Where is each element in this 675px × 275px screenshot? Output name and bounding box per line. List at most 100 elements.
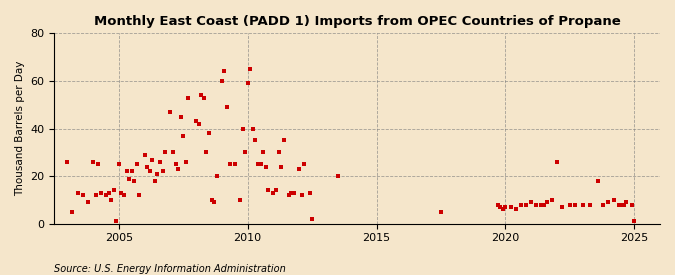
Point bbox=[273, 150, 284, 155]
Point bbox=[201, 150, 212, 155]
Point bbox=[614, 202, 624, 207]
Point bbox=[435, 210, 446, 214]
Point bbox=[134, 193, 145, 197]
Point bbox=[217, 79, 227, 83]
Point bbox=[289, 191, 300, 195]
Title: Monthly East Coast (PADD 1) Imports from OPEC Countries of Propane: Monthly East Coast (PADD 1) Imports from… bbox=[94, 15, 620, 28]
Point bbox=[209, 200, 219, 205]
Point bbox=[160, 150, 171, 155]
Point bbox=[116, 191, 127, 195]
Point bbox=[211, 174, 222, 178]
Text: Source: U.S. Energy Information Administration: Source: U.S. Energy Information Administ… bbox=[54, 264, 286, 274]
Point bbox=[598, 202, 609, 207]
Point bbox=[101, 193, 111, 197]
Point bbox=[306, 217, 317, 221]
Point bbox=[198, 95, 209, 100]
Point bbox=[196, 93, 207, 97]
Point bbox=[191, 119, 202, 124]
Point bbox=[304, 191, 315, 195]
Point bbox=[536, 202, 547, 207]
Point bbox=[142, 164, 153, 169]
Point bbox=[495, 205, 506, 209]
Point bbox=[286, 191, 297, 195]
Point bbox=[296, 193, 307, 197]
Point bbox=[121, 169, 132, 174]
Point bbox=[593, 179, 603, 183]
Point bbox=[95, 191, 106, 195]
Point bbox=[103, 191, 114, 195]
Point bbox=[608, 198, 619, 202]
Point bbox=[541, 200, 552, 205]
Point bbox=[245, 67, 256, 71]
Point bbox=[92, 162, 103, 166]
Point bbox=[72, 191, 83, 195]
Point bbox=[129, 179, 140, 183]
Point bbox=[621, 200, 632, 205]
Point bbox=[124, 176, 134, 181]
Point bbox=[616, 202, 627, 207]
Point bbox=[78, 193, 88, 197]
Point bbox=[106, 198, 117, 202]
Point bbox=[139, 153, 150, 157]
Point bbox=[299, 162, 310, 166]
Point bbox=[167, 150, 178, 155]
Point bbox=[258, 150, 269, 155]
Point bbox=[492, 202, 503, 207]
Point bbox=[149, 179, 160, 183]
Point bbox=[248, 126, 259, 131]
Y-axis label: Thousand Barrels per Day: Thousand Barrels per Day bbox=[15, 61, 25, 196]
Point bbox=[152, 172, 163, 176]
Point bbox=[557, 205, 568, 209]
Point bbox=[132, 162, 142, 166]
Point bbox=[585, 202, 596, 207]
Point bbox=[157, 169, 168, 174]
Point bbox=[240, 150, 250, 155]
Point bbox=[165, 110, 176, 114]
Point bbox=[261, 164, 271, 169]
Point bbox=[626, 202, 637, 207]
Point bbox=[497, 207, 508, 212]
Point bbox=[250, 138, 261, 143]
Point bbox=[67, 210, 78, 214]
Point bbox=[82, 200, 93, 205]
Point bbox=[255, 162, 266, 166]
Point bbox=[147, 157, 158, 162]
Point bbox=[570, 202, 580, 207]
Point bbox=[520, 202, 531, 207]
Point bbox=[505, 205, 516, 209]
Point bbox=[224, 162, 235, 166]
Point bbox=[629, 219, 640, 224]
Point bbox=[180, 160, 191, 164]
Point bbox=[119, 193, 130, 197]
Point bbox=[252, 162, 263, 166]
Point bbox=[271, 188, 281, 193]
Point bbox=[500, 205, 511, 209]
Point bbox=[237, 126, 248, 131]
Point bbox=[539, 202, 549, 207]
Point bbox=[284, 193, 294, 197]
Point bbox=[204, 131, 215, 136]
Point bbox=[88, 160, 99, 164]
Point bbox=[551, 160, 562, 164]
Point bbox=[221, 105, 232, 109]
Point bbox=[113, 162, 124, 166]
Point bbox=[263, 188, 273, 193]
Point bbox=[294, 167, 304, 171]
Point bbox=[268, 191, 279, 195]
Point bbox=[603, 200, 614, 205]
Point bbox=[170, 162, 181, 166]
Point bbox=[126, 169, 137, 174]
Point bbox=[276, 164, 287, 169]
Point bbox=[510, 207, 521, 212]
Point bbox=[155, 160, 165, 164]
Point bbox=[333, 174, 344, 178]
Point bbox=[108, 188, 119, 193]
Point bbox=[234, 198, 245, 202]
Point bbox=[219, 69, 230, 74]
Point bbox=[531, 202, 542, 207]
Point bbox=[278, 138, 289, 143]
Point bbox=[516, 202, 526, 207]
Point bbox=[176, 114, 186, 119]
Point bbox=[618, 202, 629, 207]
Point bbox=[193, 122, 204, 126]
